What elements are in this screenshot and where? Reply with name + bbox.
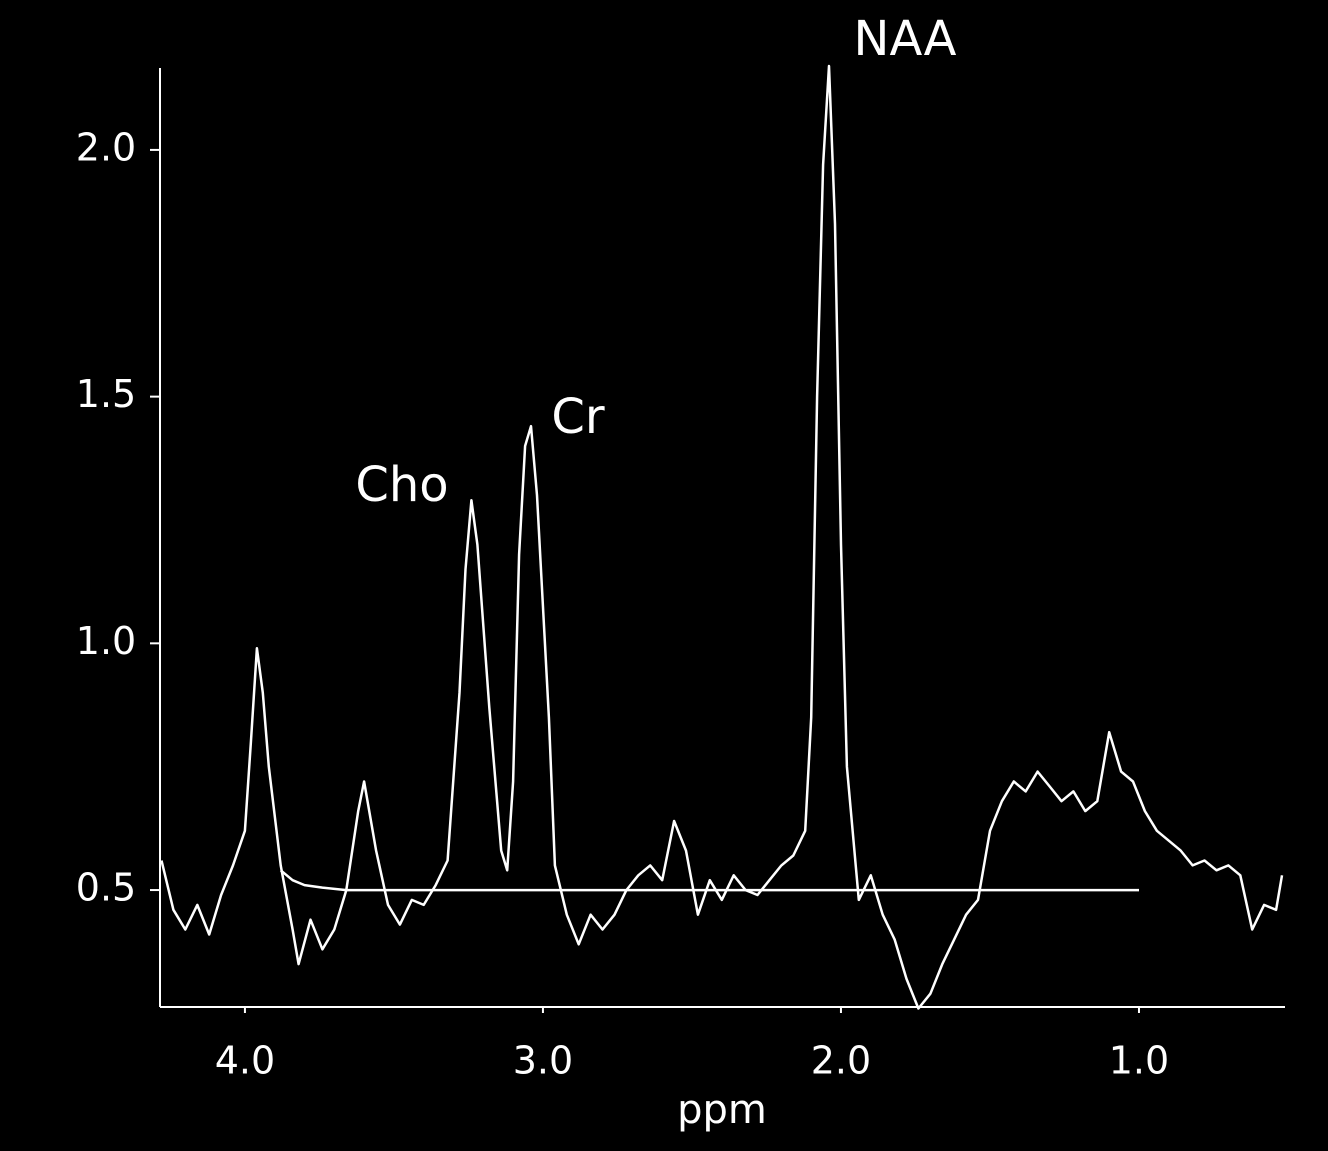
spectrum-line — [279, 869, 1139, 892]
x-tick-label: 3.0 — [513, 1039, 573, 1083]
x-tick-label: 2.0 — [811, 1039, 871, 1083]
x-axis-label: ppm — [677, 1087, 767, 1133]
peak-label: NAA — [854, 11, 957, 67]
y-tick-label: 1.5 — [76, 372, 136, 416]
y-tick-label: 2.0 — [76, 125, 136, 169]
x-tick-label: 4.0 — [215, 1039, 275, 1083]
peak-label: Cho — [355, 457, 448, 513]
x-tick-label: 1.0 — [1109, 1039, 1169, 1083]
y-tick-label: 0.5 — [76, 866, 136, 910]
peak-label: Cr — [551, 389, 605, 445]
spectrum-line — [160, 64, 1284, 1010]
y-tick-label: 1.0 — [76, 619, 136, 663]
